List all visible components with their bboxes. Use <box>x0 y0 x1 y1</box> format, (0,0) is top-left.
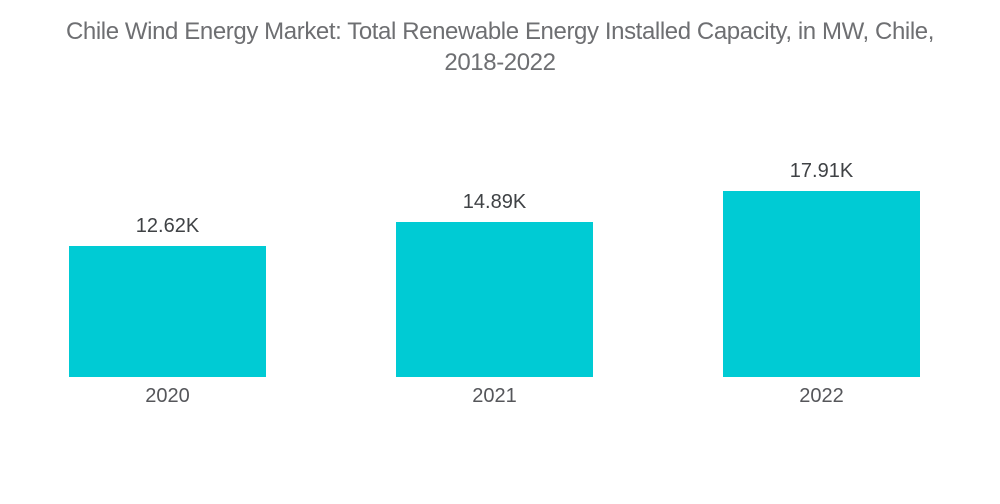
bar-series: 12.62K 2020 14.89K 2021 17.91K 2022 <box>69 160 920 407</box>
chart-title: Chile Wind Energy Market: Total Renewabl… <box>20 16 980 78</box>
value-label-2021: 14.89K <box>462 191 527 213</box>
category-label-2022: 2022 <box>799 385 844 407</box>
bar-group-2020: 12.62K 2020 <box>69 215 266 407</box>
chart-title-line1: Chile Wind Energy Market: Total Renewabl… <box>65 18 935 45</box>
bar-2021 <box>396 222 593 377</box>
bar-2020 <box>69 246 266 377</box>
bar-group-2021: 14.89K 2021 <box>396 191 593 407</box>
value-label-2020: 12.62K <box>135 215 200 237</box>
chart-title-line2: 2018-2022 <box>444 49 556 76</box>
category-label-2020: 2020 <box>145 385 190 407</box>
category-label-2021: 2021 <box>472 385 517 407</box>
bar-2022 <box>723 191 920 377</box>
value-label-2022: 17.91K <box>789 160 854 182</box>
bar-group-2022: 17.91K 2022 <box>723 160 920 407</box>
